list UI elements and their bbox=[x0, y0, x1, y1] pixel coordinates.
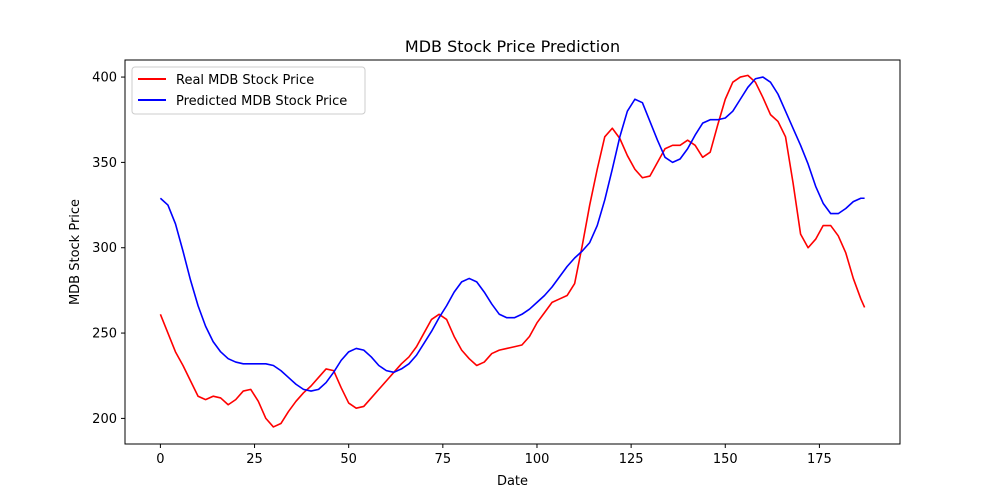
legend-box bbox=[131, 66, 366, 115]
legend-label-real: Real MDB Stock Price bbox=[176, 73, 314, 88]
y-tick-label: 400 bbox=[92, 71, 117, 86]
y-tick-label: 200 bbox=[92, 412, 117, 427]
y-tick-label: 350 bbox=[92, 156, 117, 171]
x-tick-label: 25 bbox=[246, 452, 263, 467]
series-line-predicted bbox=[159, 76, 865, 392]
legend: Real MDB Stock Price Predicted MDB Stock… bbox=[131, 66, 366, 115]
y-tick-label: 300 bbox=[92, 241, 117, 256]
x-axis: 0 25 50 75 100 125 150 175 bbox=[156, 444, 832, 467]
x-tick-label: 100 bbox=[525, 452, 550, 467]
y-axis-label: MDB Stock Price bbox=[68, 199, 83, 305]
x-tick-label: 150 bbox=[713, 452, 738, 467]
x-axis-label: Date bbox=[497, 474, 528, 489]
x-tick-label: 125 bbox=[619, 452, 644, 467]
chart-title: MDB Stock Price Prediction bbox=[405, 37, 620, 56]
y-axis: 200 250 300 350 400 bbox=[92, 71, 125, 427]
x-tick-label: 50 bbox=[340, 452, 357, 467]
x-tick-label: 175 bbox=[807, 452, 832, 467]
x-tick-label: 0 bbox=[156, 452, 164, 467]
y-tick-label: 250 bbox=[92, 327, 117, 342]
plot-area-frame bbox=[124, 59, 901, 445]
plot-layer bbox=[159, 74, 866, 428]
x-tick-label: 75 bbox=[435, 452, 452, 467]
legend-label-predicted: Predicted MDB Stock Price bbox=[176, 94, 347, 109]
series-line-real bbox=[159, 74, 866, 428]
